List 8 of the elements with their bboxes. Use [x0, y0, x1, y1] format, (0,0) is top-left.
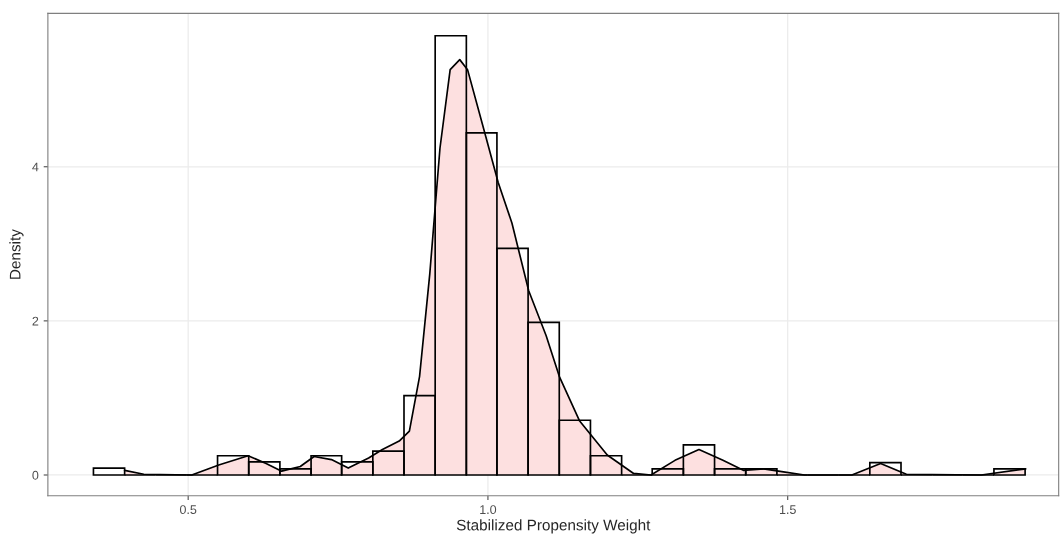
y-tick-label: 0 — [32, 470, 39, 480]
y-axis-title: Density — [9, 229, 24, 279]
x-tick-label: 1.5 — [779, 505, 796, 515]
y-tick-label: 2 — [32, 316, 39, 326]
x-axis-title: Stabilized Propensity Weight — [456, 519, 651, 534]
x-tick-label: 0.5 — [179, 505, 197, 515]
x-tick-label: 1.0 — [480, 505, 497, 515]
y-tick-label: 4 — [32, 162, 39, 172]
